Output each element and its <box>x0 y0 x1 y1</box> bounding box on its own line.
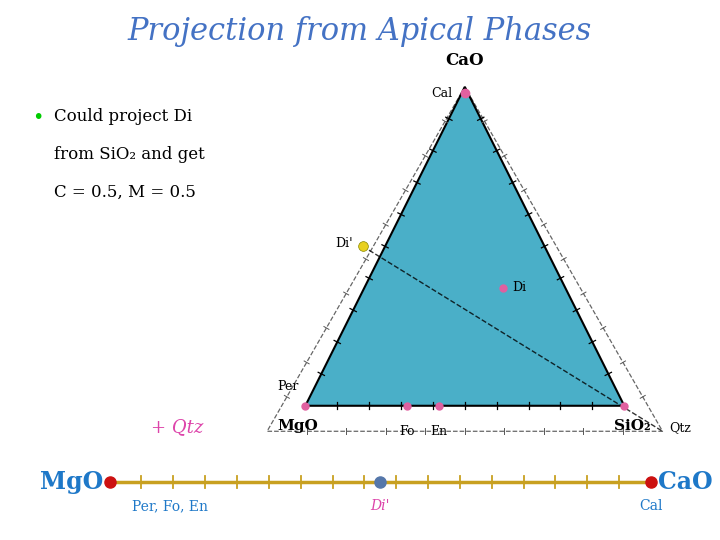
Text: Per, Fo, En: Per, Fo, En <box>132 500 209 514</box>
Text: Cal: Cal <box>639 500 663 514</box>
Text: En: En <box>431 425 448 438</box>
Text: C = 0.5, M = 0.5: C = 0.5, M = 0.5 <box>54 184 196 200</box>
Polygon shape <box>305 87 624 406</box>
Text: + Qtz: + Qtz <box>151 418 204 436</box>
Text: Could project Di: Could project Di <box>54 108 192 125</box>
Text: Projection from Apical Phases: Projection from Apical Phases <box>128 16 592 47</box>
Text: Di: Di <box>513 281 527 294</box>
Text: Fo: Fo <box>400 425 415 438</box>
Text: Cal: Cal <box>431 87 452 100</box>
Text: from SiO₂ and get: from SiO₂ and get <box>54 146 204 163</box>
Text: CaO: CaO <box>658 470 712 494</box>
Text: Per: Per <box>278 380 299 393</box>
Text: Qtz: Qtz <box>669 422 690 435</box>
Text: •: • <box>32 108 44 127</box>
Text: MgO: MgO <box>40 470 103 494</box>
Text: CaO: CaO <box>446 52 484 69</box>
Text: SiO₂: SiO₂ <box>614 418 651 433</box>
Text: MgO: MgO <box>277 418 318 433</box>
Text: Di': Di' <box>371 500 390 514</box>
Text: Di': Di' <box>336 237 354 249</box>
